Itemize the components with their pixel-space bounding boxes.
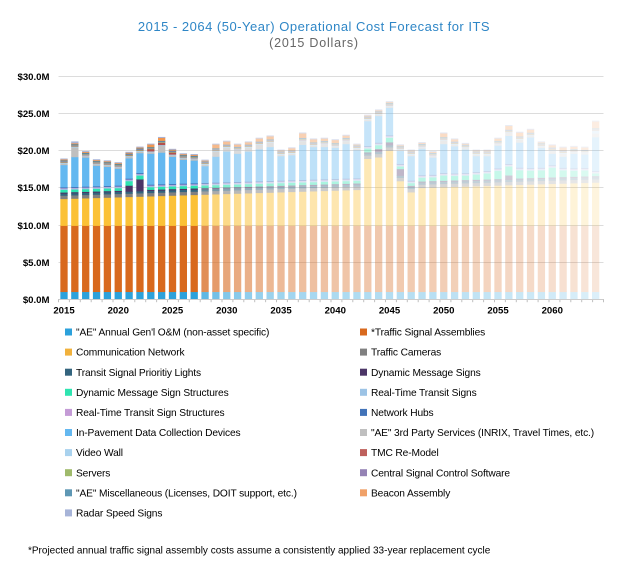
svg-text:Traffic Cameras: Traffic Cameras [371, 348, 441, 359]
svg-text:2025: 2025 [162, 306, 184, 317]
svg-text:2040: 2040 [325, 306, 346, 317]
svg-text:TMC Re-Model: TMC Re-Model [371, 448, 439, 459]
svg-text:(2015 Dollars): (2015 Dollars) [269, 36, 359, 50]
svg-text:"AE" 3rd Party Services (INRIX: "AE" 3rd Party Services (INRIX, Travel T… [371, 428, 594, 439]
svg-text:Transit Signal Prioritiy Light: Transit Signal Prioritiy Lights [76, 368, 201, 379]
svg-text:2015 - 2064 (50-Year) Operatio: 2015 - 2064 (50-Year) Operational Cost F… [138, 19, 490, 34]
svg-text:2020: 2020 [108, 306, 129, 317]
svg-text:$30.0M: $30.0M [18, 72, 50, 83]
svg-text:*Projected annual traffic sign: *Projected annual traffic signal assembl… [28, 546, 491, 557]
svg-text:Network Hubs: Network Hubs [371, 408, 434, 419]
svg-text:$5.0M: $5.0M [23, 258, 50, 269]
svg-text:2045: 2045 [379, 306, 401, 317]
svg-text:2055: 2055 [487, 306, 509, 317]
svg-text:2035: 2035 [270, 306, 292, 317]
svg-text:Dynamic Message Sign Structure: Dynamic Message Sign Structures [76, 388, 229, 399]
svg-text:2050: 2050 [433, 306, 454, 317]
svg-text:$15.0M: $15.0M [18, 183, 50, 194]
svg-text:Beacon Assembly: Beacon Assembly [371, 488, 451, 499]
svg-text:Real-Time Transit Sign Structu: Real-Time Transit Sign Structures [76, 408, 225, 419]
svg-text:Video Wall: Video Wall [76, 448, 123, 459]
svg-text:Central Signal Control Softwar: Central Signal Control Software [371, 468, 510, 479]
svg-text:Radar Speed Signs: Radar Speed Signs [76, 509, 162, 520]
svg-text:In-Pavement Data Collection De: In-Pavement Data Collection Devices [76, 428, 241, 439]
svg-text:Real-Time Transit Signs: Real-Time Transit Signs [371, 388, 477, 399]
svg-text:Communication Network: Communication Network [76, 348, 185, 359]
svg-text:2030: 2030 [216, 306, 237, 317]
svg-text:"AE" Miscellaneous (Licenses,: "AE" Miscellaneous (Licenses, DOIT suppo… [76, 488, 297, 499]
svg-text:$20.0M: $20.0M [18, 146, 50, 157]
svg-text:$0.0M: $0.0M [23, 295, 50, 306]
svg-text:2060: 2060 [542, 306, 563, 317]
svg-text:Servers: Servers [76, 468, 110, 479]
svg-text:$25.0M: $25.0M [18, 109, 50, 120]
svg-text:Dynamic Message Signs: Dynamic Message Signs [371, 368, 481, 379]
svg-text:"AE" Annual Gen'l O&M (non-ass: "AE" Annual Gen'l O&M (non-asset specifi… [76, 328, 269, 339]
svg-text:$10.0M: $10.0M [18, 221, 50, 232]
svg-text:2015: 2015 [53, 306, 75, 317]
svg-text:*Traffic Signal Assemblies: *Traffic Signal Assemblies [371, 328, 485, 339]
